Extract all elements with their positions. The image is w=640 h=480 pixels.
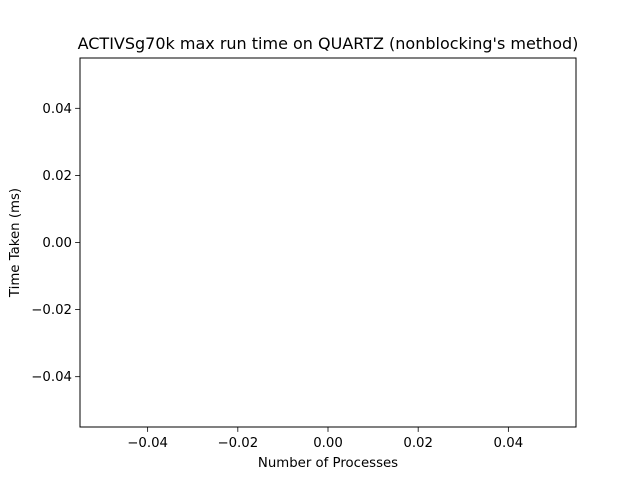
chart-title: ACTIVSg70k max run time on QUARTZ (nonbl… bbox=[78, 34, 579, 53]
plot-area bbox=[79, 57, 577, 428]
x-tick-label: 0.04 bbox=[494, 436, 524, 451]
x-tick-label: −0.04 bbox=[127, 436, 168, 451]
x-axis: −0.04 −0.02 0.00 0.02 0.04 bbox=[127, 427, 523, 451]
y-tick-label: 0.00 bbox=[42, 236, 72, 251]
x-tick-label: 0.00 bbox=[313, 436, 343, 451]
x-tick-label: −0.02 bbox=[217, 436, 258, 451]
y-tick-label: −0.04 bbox=[31, 370, 72, 385]
y-axis-label: Time Taken (ms) bbox=[8, 188, 23, 298]
y-axis: −0.04 −0.02 0.00 0.02 0.04 bbox=[31, 102, 80, 385]
y-tick-label: 0.02 bbox=[42, 169, 72, 184]
x-tick-label: 0.02 bbox=[403, 436, 433, 451]
y-tick-label: 0.04 bbox=[42, 102, 72, 117]
x-axis-label: Number of Processes bbox=[258, 456, 398, 471]
y-tick-label: −0.02 bbox=[31, 303, 72, 318]
